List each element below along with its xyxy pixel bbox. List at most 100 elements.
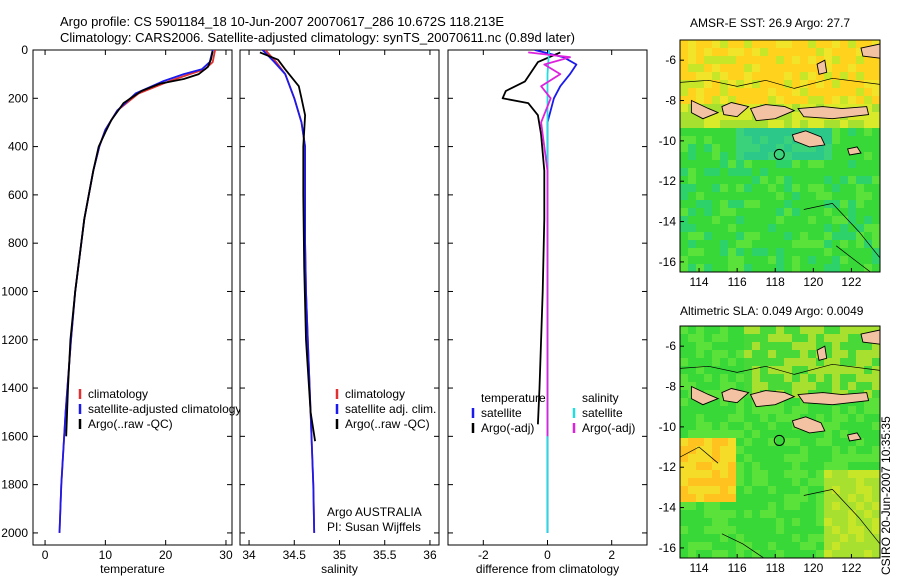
map-cell: [680, 256, 689, 265]
map-cell: [728, 454, 737, 463]
map-cell: [856, 248, 865, 257]
map-cell: [680, 40, 689, 49]
legend-label: Argo(..raw -QC): [88, 417, 173, 431]
map-cell: [792, 526, 801, 535]
map-cell: [736, 486, 745, 495]
map-cell: [872, 200, 880, 209]
map-cell: [696, 414, 705, 423]
map-cell: [776, 160, 785, 169]
map-cell: [776, 152, 785, 161]
map-cell: [696, 478, 705, 487]
map-cell: [832, 88, 841, 97]
map-cell: [872, 64, 880, 73]
map-cell: [816, 48, 825, 57]
map-cell: [720, 232, 729, 241]
map-cell: [816, 216, 825, 225]
map-cell: [752, 88, 761, 97]
map-cell: [768, 446, 777, 455]
x-tick-label: 0: [544, 548, 551, 562]
map-cell: [800, 152, 809, 161]
map-cell: [872, 216, 880, 225]
map-cell: [688, 494, 697, 503]
map-cell: [832, 510, 841, 519]
map-cell: [872, 104, 880, 113]
map-cell: [680, 342, 689, 351]
map-cell: [832, 526, 841, 535]
map-cell: [864, 366, 873, 375]
map-cell: [760, 342, 769, 351]
map-cell: [744, 120, 753, 129]
island-shape: [847, 432, 862, 442]
map-cell: [776, 494, 785, 503]
map-cell: [720, 176, 729, 185]
map-cell: [760, 350, 769, 359]
map-cell: [768, 470, 777, 479]
map-cell: [864, 192, 873, 201]
map-cell: [680, 414, 689, 423]
map-cell: [840, 200, 849, 209]
map-cell: [864, 518, 873, 527]
map-cell: [872, 192, 880, 201]
map-cell: [824, 184, 833, 193]
map-cell: [752, 80, 761, 89]
map-cell: [784, 112, 793, 121]
map-cell: [688, 264, 697, 272]
map-cell: [848, 80, 857, 89]
map-cell: [848, 240, 857, 249]
map-cell: [832, 518, 841, 527]
map-cell: [744, 40, 753, 49]
map-cell: [784, 414, 793, 423]
map-cell: [832, 248, 841, 257]
map-cell: [800, 350, 809, 359]
map-cell: [848, 502, 857, 511]
legend-label: satellite-adjusted climatology: [88, 402, 241, 416]
map-cell: [744, 96, 753, 105]
map-cell: [744, 454, 753, 463]
map-cell: [784, 248, 793, 257]
map-cell: [688, 542, 697, 551]
map-y-tick-label: -8: [665, 380, 676, 394]
map-cell: [752, 430, 761, 439]
map-cell: [736, 152, 745, 161]
map-cell: [856, 152, 865, 161]
map-cell: [792, 390, 801, 399]
map-cell: [736, 136, 745, 145]
map-cell: [736, 542, 745, 551]
map-cell: [720, 414, 729, 423]
map-cell: [696, 454, 705, 463]
map-cell: [712, 264, 721, 272]
map-y-tick-label: -10: [659, 420, 677, 434]
map-cell: [848, 264, 857, 272]
map-cell: [808, 168, 817, 177]
map-cell: [840, 64, 849, 73]
map-cell: [832, 470, 841, 479]
map-cell: [680, 160, 689, 169]
map-cell: [736, 184, 745, 193]
map-cell: [808, 224, 817, 233]
map-cell: [832, 486, 841, 495]
map-x-tick-label: 120: [803, 561, 823, 575]
map-cell: [704, 192, 713, 201]
map-cell: [856, 526, 865, 535]
map-cell: [744, 430, 753, 439]
map-cell: [776, 510, 785, 519]
map-cell: [808, 40, 817, 49]
map-cell: [696, 144, 705, 153]
map-cell: [832, 184, 841, 193]
map-cell: [816, 526, 825, 535]
map-cell: [832, 96, 841, 105]
map-cell: [736, 414, 745, 423]
map-cell: [824, 438, 833, 447]
map-cell: [864, 80, 873, 89]
map-cell: [752, 240, 761, 249]
map-cell: [792, 208, 801, 217]
map-cell: [752, 462, 761, 471]
map-cell: [752, 542, 761, 551]
map-cell: [816, 470, 825, 479]
map-cell: [784, 422, 793, 431]
map-cell: [792, 144, 801, 153]
map-cell: [856, 264, 865, 272]
map-cell: [808, 366, 817, 375]
map-cell: [776, 176, 785, 185]
map-cell: [784, 200, 793, 209]
